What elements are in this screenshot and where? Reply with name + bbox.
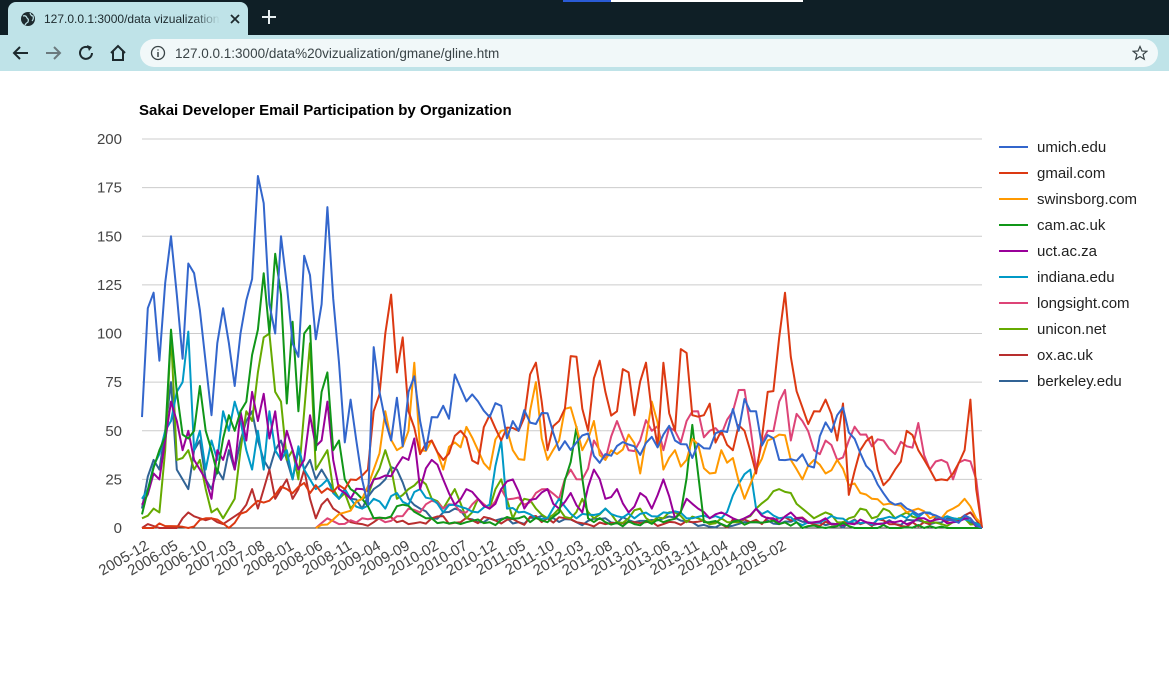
forward-arrow-icon[interactable] <box>43 43 63 63</box>
chart-legend: umich.edu gmail.com swinsborg.com cam.ac.uk… <box>999 139 1137 390</box>
x-axis-ticks: 2005-122006-052006-102007-032007-082008-… <box>96 537 789 579</box>
y-tick-label: 100 <box>97 326 122 343</box>
tab-strip-highlight <box>563 0 803 2</box>
series-line-unicon-net <box>141 332 983 529</box>
globe-icon <box>21 11 35 26</box>
chart-series <box>141 175 983 529</box>
series-line-umich-edu <box>141 175 983 529</box>
series-line-cam-ac-uk <box>141 252 982 529</box>
legend-label: uct.ac.za <box>1037 243 1098 260</box>
close-tab-icon[interactable] <box>228 12 242 26</box>
y-tick-label: 150 <box>97 228 122 245</box>
series-line-uct-ac-za <box>141 390 983 529</box>
legend-label: cam.ac.uk <box>1037 217 1106 234</box>
y-tick-label: 25 <box>105 471 122 488</box>
legend-label: indiana.edu <box>1037 269 1115 286</box>
y-tick-label: 75 <box>105 374 122 391</box>
browser-toolbar: 127.0.0.1:3000/data%20vizualization/gman… <box>0 35 1169 71</box>
y-tick-label: 0 <box>114 520 122 537</box>
bookmark-star-icon[interactable] <box>1132 45 1148 61</box>
legend-label: berkeley.edu <box>1037 373 1122 390</box>
tab-title: 127.0.0.1:3000/data vizualization/gmane/… <box>44 11 220 26</box>
legend-label: unicon.net <box>1037 321 1107 338</box>
chart-title: Sakai Developer Email Participation by O… <box>139 102 512 119</box>
legend-label: longsight.com <box>1037 295 1130 312</box>
y-tick-label: 200 <box>97 131 122 148</box>
series-line-berkeley-edu <box>141 381 983 529</box>
legend-label: ox.ac.uk <box>1037 347 1093 364</box>
tab-strip: 127.0.0.1:3000/data vizualization/gmane/… <box>0 0 1169 35</box>
y-tick-label: 125 <box>97 277 122 294</box>
tab-strip-highlight-accent <box>563 0 611 2</box>
y-axis-ticks: 0 25 50 75 100 125 150 175 200 <box>97 131 122 537</box>
legend-label: umich.edu <box>1037 139 1106 156</box>
line-chart: Sakai Developer Email Participation by O… <box>96 102 1137 579</box>
y-tick-label: 175 <box>97 180 122 197</box>
address-bar[interactable]: 127.0.0.1:3000/data%20vizualization/gman… <box>140 39 1158 67</box>
new-tab-icon[interactable] <box>260 8 278 26</box>
reload-icon[interactable] <box>76 43 96 63</box>
legend-label: gmail.com <box>1037 165 1105 182</box>
browser-tab[interactable]: 127.0.0.1:3000/data vizualization/gmane/… <box>8 2 248 35</box>
y-tick-label: 50 <box>105 423 122 440</box>
url-text[interactable]: 127.0.0.1:3000/data%20vizualization/gman… <box>175 45 500 61</box>
home-icon[interactable] <box>108 43 128 63</box>
info-icon[interactable] <box>150 45 166 61</box>
back-arrow-icon[interactable] <box>11 43 31 63</box>
legend-label: swinsborg.com <box>1037 191 1137 208</box>
